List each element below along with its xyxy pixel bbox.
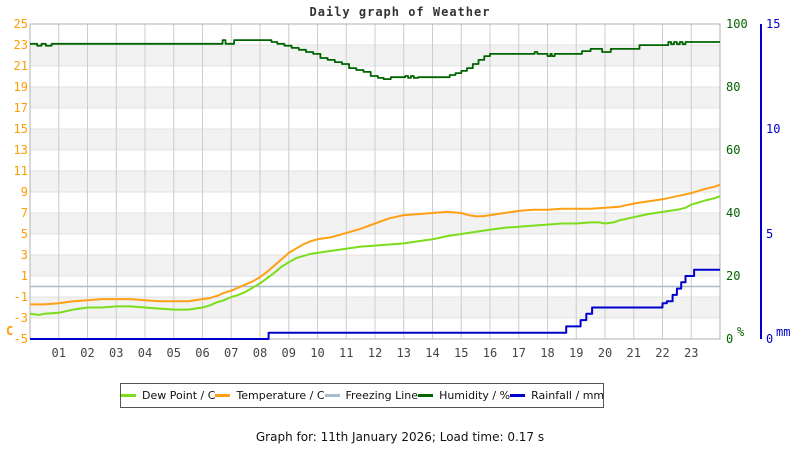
- y-left-tick-11: 11: [13, 164, 28, 178]
- legend-swatch-icon: [121, 394, 136, 397]
- x-tick-06: 06: [195, 346, 210, 360]
- legend-item-temperature-c: Temperature / C: [215, 389, 325, 402]
- y-left-tick--3: -3: [13, 311, 28, 325]
- legend-item-humidity: Humidity / %: [418, 389, 510, 402]
- y-rain-tick-10: 10: [766, 122, 781, 136]
- legend-swatch-icon: [510, 394, 526, 397]
- x-tick-11: 11: [339, 346, 354, 360]
- y-humidity-tick-100: 100: [726, 17, 748, 31]
- y-left-tick-25: 25: [13, 17, 28, 31]
- legend-swatch-icon: [418, 394, 434, 397]
- x-tick-04: 04: [137, 346, 153, 360]
- plot-border: [29, 23, 721, 340]
- y-left-tick-19: 19: [13, 80, 28, 94]
- y-rain-unit: mm: [776, 325, 791, 339]
- x-tick-12: 12: [367, 346, 383, 360]
- y-left-unit: C: [6, 324, 14, 338]
- x-tick-17: 17: [511, 346, 526, 360]
- y-left-tick-17: 17: [13, 101, 28, 115]
- x-tick-01: 01: [51, 346, 66, 360]
- y-left-tick-5: 5: [20, 227, 28, 241]
- series-dew-point-c-line: [29, 195, 721, 316]
- y-left-tick--1: -1: [13, 290, 28, 304]
- y-humidity-tick-0: 0: [726, 332, 734, 346]
- x-tick-09: 09: [281, 346, 296, 360]
- legend-label: Rainfall / mm: [531, 389, 604, 402]
- legend-label: Freezing Line: [345, 389, 419, 402]
- y-humidity-tick-80: 80: [726, 80, 741, 94]
- chart-legend: Dew Point / C Temperature / C Freezing Lin…: [120, 383, 604, 408]
- y-left-tick-13: 13: [13, 143, 28, 157]
- y-left-tick-23: 23: [13, 38, 28, 52]
- x-tick-19: 19: [569, 346, 584, 360]
- x-tick-13: 13: [396, 346, 411, 360]
- series-rainfall-mm-line: [30, 268, 720, 340]
- y-rain-tick-15: 15: [766, 17, 781, 31]
- y-left-tick--5: -5: [13, 332, 28, 346]
- x-tick-21: 21: [626, 346, 641, 360]
- chart-title: Daily graph of Weather: [309, 5, 491, 19]
- series-humidity-line: [30, 39, 720, 80]
- legend-item-rainfall-mm: Rainfall / mm: [510, 389, 604, 402]
- x-tick-22: 22: [655, 346, 670, 360]
- series-temperature-c-line: [30, 183, 721, 306]
- x-tick-10: 10: [310, 346, 325, 360]
- y-left-tick-9: 9: [20, 185, 28, 199]
- legend-item-dew-point-c: Dew Point / C: [121, 389, 215, 402]
- x-tick-14: 14: [425, 346, 440, 360]
- legend-swatch-icon: [324, 394, 340, 397]
- y-left-tick-15: 15: [13, 122, 28, 136]
- legend-label: Dew Point / C: [142, 389, 216, 402]
- x-tick-03: 03: [109, 346, 124, 360]
- x-tick-18: 18: [540, 346, 555, 360]
- x-tick-07: 07: [224, 346, 239, 360]
- x-tick-20: 20: [597, 346, 613, 360]
- x-tick-23: 23: [684, 346, 699, 360]
- legend-label: Humidity / %: [439, 389, 511, 402]
- y-left-tick-21: 21: [13, 59, 28, 73]
- x-tick-08: 08: [252, 346, 268, 360]
- x-tick-15: 15: [454, 346, 469, 360]
- y-left-tick-1: 1: [20, 269, 28, 283]
- legend-swatch-icon: [215, 394, 231, 397]
- x-tick-16: 16: [482, 346, 498, 360]
- y-left-tick-7: 7: [20, 206, 28, 220]
- x-tick-05: 05: [166, 346, 181, 360]
- y-rain-tick-0: 0: [766, 332, 774, 346]
- y-rain-tick-5: 5: [766, 227, 774, 241]
- legend-item-freezing-line: Freezing Line: [324, 389, 419, 402]
- x-tick-02: 02: [80, 346, 95, 360]
- y-humidity-unit: %: [737, 325, 745, 339]
- y-humidity-tick-20: 20: [726, 269, 741, 283]
- y-left-tick-3: 3: [20, 248, 28, 262]
- legend-label: Temperature / C: [236, 389, 325, 402]
- y-humidity-tick-40: 40: [726, 206, 741, 220]
- y-humidity-tick-60: 60: [726, 143, 741, 157]
- footer-caption: Graph for: 11th January 2026; Load time:…: [255, 430, 545, 444]
